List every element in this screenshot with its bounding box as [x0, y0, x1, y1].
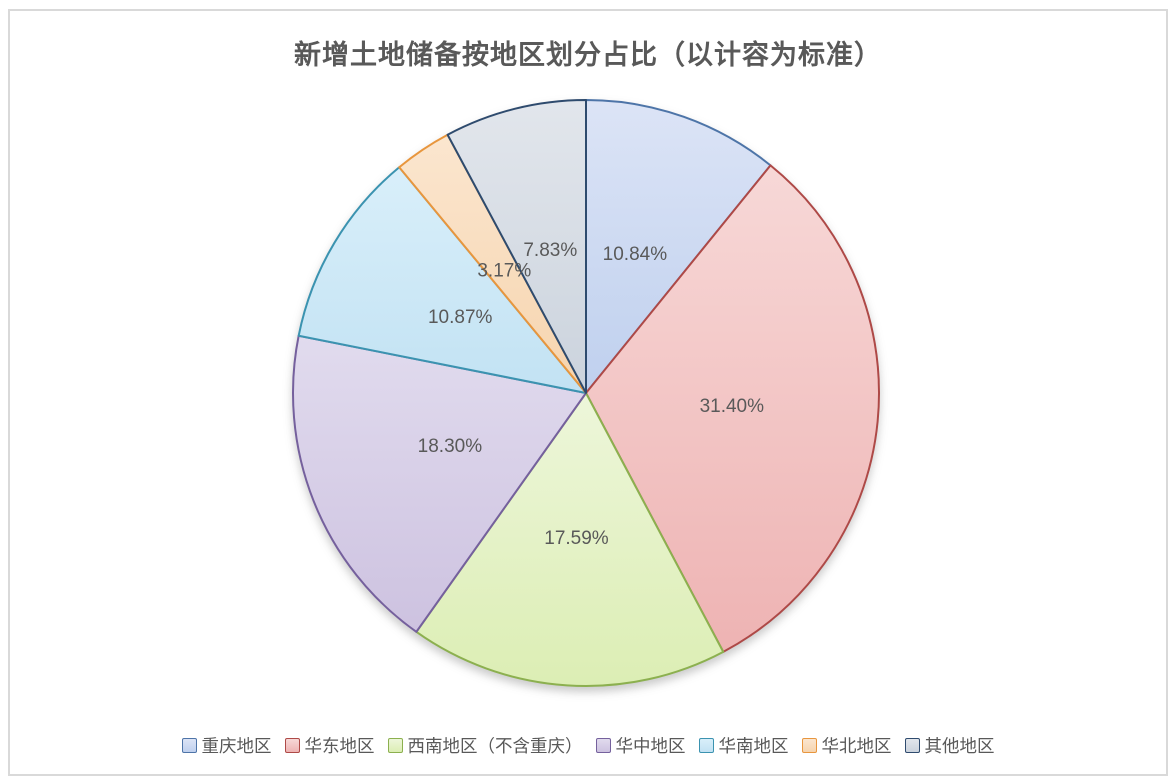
legend-item: 华中地区 — [595, 733, 686, 758]
data-label: 10.84% — [603, 244, 668, 265]
pie-slice-1 — [585, 99, 772, 394]
legend-item: 其他地区 — [904, 733, 995, 758]
legend-label: 华南地区 — [718, 736, 789, 756]
data-label: 18.30% — [418, 436, 483, 457]
data-label: 31.40% — [700, 396, 765, 417]
legend-item: 西南地区（不含重庆） — [387, 733, 583, 758]
legend-item: 华南地区 — [698, 733, 789, 758]
legend-label: 华中地区 — [615, 736, 686, 756]
data-label: 10.87% — [428, 307, 493, 328]
legend-color-swatch — [387, 738, 403, 753]
legend-color-swatch — [904, 738, 920, 753]
legend-label: 重庆地区 — [201, 736, 272, 756]
legend-item: 重庆地区 — [181, 733, 272, 758]
legend-label: 华东地区 — [304, 736, 375, 756]
pie-slice-7 — [446, 99, 587, 394]
legend-label: 西南地区（不含重庆） — [407, 736, 583, 756]
legend-color-swatch — [801, 738, 817, 753]
pie-slice-4 — [292, 334, 587, 633]
legend-item: 华北地区 — [801, 733, 892, 758]
legend-label: 其他地区 — [924, 736, 995, 756]
legend-color-swatch — [698, 738, 714, 753]
pie-slices-group — [292, 99, 880, 687]
data-label: 3.17% — [477, 260, 531, 281]
legend-color-swatch — [284, 738, 300, 753]
data-label: 7.83% — [523, 240, 577, 261]
legend-item: 华东地区 — [284, 733, 375, 758]
chart-legend: 重庆地区 华东地区 西南地区（不含重庆） 华中地区 华南地区 华北地区 其他地区 — [0, 733, 1176, 758]
pie-slice-5 — [297, 166, 587, 394]
chart-title: 新增土地储备按地区划分占比（以计容为标准） — [294, 40, 882, 70]
data-label: 17.59% — [544, 528, 609, 549]
legend-color-swatch — [181, 738, 197, 753]
legend-label: 华北地区 — [821, 736, 892, 756]
pie-slice-3 — [415, 392, 725, 687]
legend-color-swatch — [595, 738, 611, 753]
